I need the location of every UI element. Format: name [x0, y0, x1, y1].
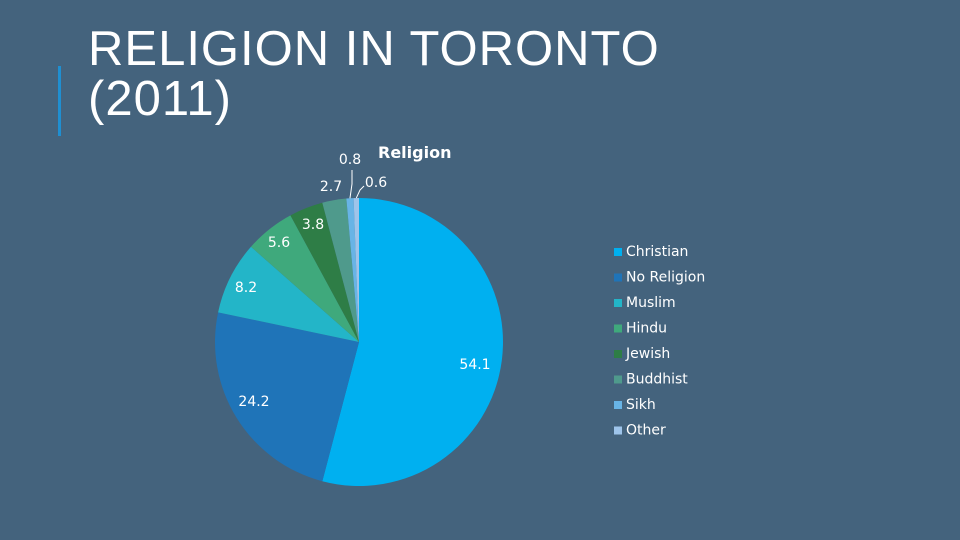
title-accent-bar — [58, 66, 61, 136]
legend-label-jewish: Jewish — [625, 346, 670, 362]
slide-title-line2: (2011) — [88, 72, 233, 126]
slide-title: RELIGION IN TORONTO (2011) — [88, 24, 660, 124]
legend-swatch-sikh — [614, 401, 622, 409]
pie-slice-sikh — [346, 198, 359, 342]
legend-swatch-muslim — [614, 299, 622, 307]
pie-slice-hindu — [250, 215, 359, 342]
legend-swatch-hindu — [614, 324, 622, 333]
pie-slices — [215, 198, 504, 486]
leader-line-sikh — [349, 170, 353, 199]
data-label-jewish: 3.8 — [302, 217, 324, 233]
data-label-buddhist: 2.7 — [320, 179, 342, 195]
leader-line-other — [355, 185, 365, 199]
legend: Christian No Religion Muslim Hindu Jewish Bud… — [614, 244, 705, 439]
pie-slice-no-religion — [215, 312, 359, 482]
pie-slice-muslim — [218, 246, 359, 342]
data-label-sikh: 0.8 — [339, 152, 361, 168]
data-label-no-religion: 24.2 — [238, 394, 269, 410]
legend-swatch-buddhist — [614, 375, 622, 384]
data-label-hindu: 5.6 — [268, 235, 290, 251]
legend-label-christian: Christian — [626, 244, 688, 260]
leader-lines — [349, 170, 365, 199]
legend-swatch-no-religion — [614, 273, 622, 282]
data-label-christian: 54.1 — [459, 357, 490, 373]
legend-label-sikh: Sikh — [626, 397, 656, 413]
data-label-muslim: 8.2 — [235, 280, 257, 296]
legend-swatch-christian — [614, 248, 622, 256]
data-label-other: 0.6 — [365, 175, 387, 191]
pie-slice-buddhist — [322, 198, 359, 342]
legend-label-hindu: Hindu — [626, 321, 667, 337]
slide-title-line1: RELIGION IN TORONTO — [88, 22, 660, 76]
legend-swatch-jewish — [614, 350, 622, 358]
pie-slice-jewish — [290, 202, 359, 342]
legend-label-no-religion: No Religion — [626, 270, 705, 286]
legend-label-muslim: Muslim — [626, 295, 676, 311]
pie-slice-other — [353, 198, 359, 342]
pie-slice-christian — [322, 198, 504, 486]
legend-swatch-other — [614, 426, 622, 435]
legend-label-buddhist: Buddhist — [626, 372, 688, 388]
data-labels: 54.1 24.2 8.2 5.6 3.8 2.7 0.80.6 — [235, 152, 491, 410]
chart-title: Religion — [378, 143, 451, 162]
legend-label-other: Other — [626, 423, 666, 439]
